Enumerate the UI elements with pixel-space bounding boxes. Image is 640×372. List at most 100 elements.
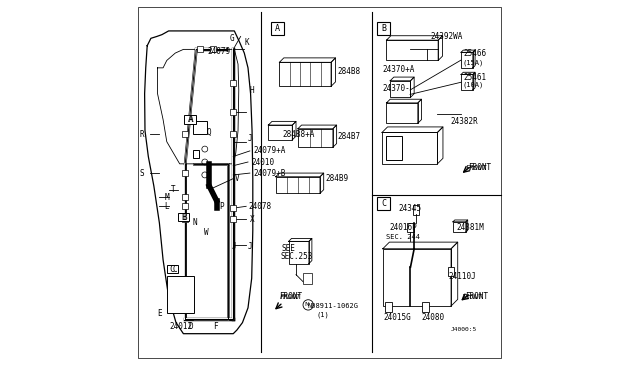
Text: 24382R: 24382R [451,117,478,126]
Bar [448,267,454,276]
Text: A: A [189,115,193,124]
Text: 24015G: 24015G [384,312,412,321]
Text: 24079+B: 24079+B [253,169,286,177]
Text: 24010: 24010 [252,157,275,167]
Text: 24381M: 24381M [456,223,484,232]
Text: J: J [248,243,253,251]
Bar [230,109,236,115]
Bar [182,170,188,176]
Text: FRONT: FRONT [280,294,301,300]
Bar [387,103,418,123]
Text: N08911-1062G: N08911-1062G [307,303,358,309]
Text: B: B [381,24,386,33]
Text: (15A): (15A) [462,59,483,65]
Bar [280,62,331,86]
Text: G: G [230,34,234,43]
FancyBboxPatch shape [184,115,196,124]
Text: SEC.253: SEC.253 [280,251,312,261]
Bar [382,132,437,164]
FancyBboxPatch shape [178,213,189,221]
Text: 24370+A: 24370+A [382,65,415,74]
Text: J: J [232,243,236,251]
Bar [385,302,392,312]
Text: 25466: 25466 [463,49,486,58]
Text: W: W [204,228,209,237]
Bar [230,80,236,86]
Bar [289,241,309,263]
Bar [461,74,473,90]
Bar [413,205,419,215]
Bar [386,136,403,160]
Bar [453,222,466,232]
Text: 284B8+A: 284B8+A [282,130,315,139]
Text: FRONT: FRONT [280,292,303,301]
Bar [377,197,390,210]
Text: M: M [164,193,169,202]
Text: J4000:5: J4000:5 [451,327,477,333]
Text: F: F [213,322,218,331]
Text: 24345: 24345 [399,203,422,213]
Text: H: H [250,86,255,94]
Bar [182,131,188,137]
Text: N: N [305,302,310,307]
Text: B: B [181,213,186,222]
Bar [387,40,438,61]
Text: (10A): (10A) [462,82,483,89]
Text: 24012: 24012 [170,322,193,331]
Text: E: E [157,309,161,318]
Bar [230,205,236,211]
Text: R: R [140,130,145,139]
Text: FRONT: FRONT [468,163,491,172]
Text: 24016P: 24016P [389,223,417,232]
Text: C: C [170,264,175,273]
Text: 24392WA: 24392WA [431,32,463,41]
Text: SEC. 244: SEC. 244 [386,234,420,240]
Text: V: V [235,174,240,183]
Text: J: J [248,134,253,142]
Bar [182,194,188,200]
Text: A: A [188,115,193,124]
FancyBboxPatch shape [167,265,178,273]
Bar [268,125,292,140]
Bar [276,177,320,193]
Text: Q: Q [207,128,211,137]
Bar [461,52,473,68]
Bar [182,216,188,222]
Text: 24080: 24080 [422,312,445,321]
Text: X: X [250,215,255,224]
Text: K: K [244,38,249,46]
Bar [230,216,236,222]
Text: 24370-: 24370- [382,84,410,93]
Bar [230,131,236,137]
Text: S: S [140,169,145,177]
Text: L: L [164,202,169,211]
Text: FRONT: FRONT [466,165,487,171]
Bar [298,129,333,147]
Bar [407,223,414,232]
Text: 24079: 24079 [207,47,230,56]
Text: 24078: 24078 [248,202,271,211]
Text: C: C [172,264,177,273]
Text: T: T [170,185,175,194]
Bar [390,81,410,97]
Bar [210,46,216,52]
Bar [167,276,195,313]
Text: N: N [193,218,197,227]
Bar [182,203,188,209]
Text: 25461: 25461 [463,73,486,81]
Bar [193,150,199,158]
Text: A: A [275,24,280,33]
Text: 24110J: 24110J [449,272,476,281]
Text: FRONT: FRONT [461,294,483,300]
Bar [303,273,312,284]
Bar [422,302,429,312]
Bar [271,22,284,35]
Text: 284B8: 284B8 [338,67,361,76]
Bar [197,46,203,52]
Text: C: C [381,199,386,208]
Text: (1): (1) [316,311,329,318]
Bar [193,121,207,134]
Text: FRONT: FRONT [465,292,488,301]
Text: SEE: SEE [281,244,295,253]
Text: D: D [189,322,193,331]
